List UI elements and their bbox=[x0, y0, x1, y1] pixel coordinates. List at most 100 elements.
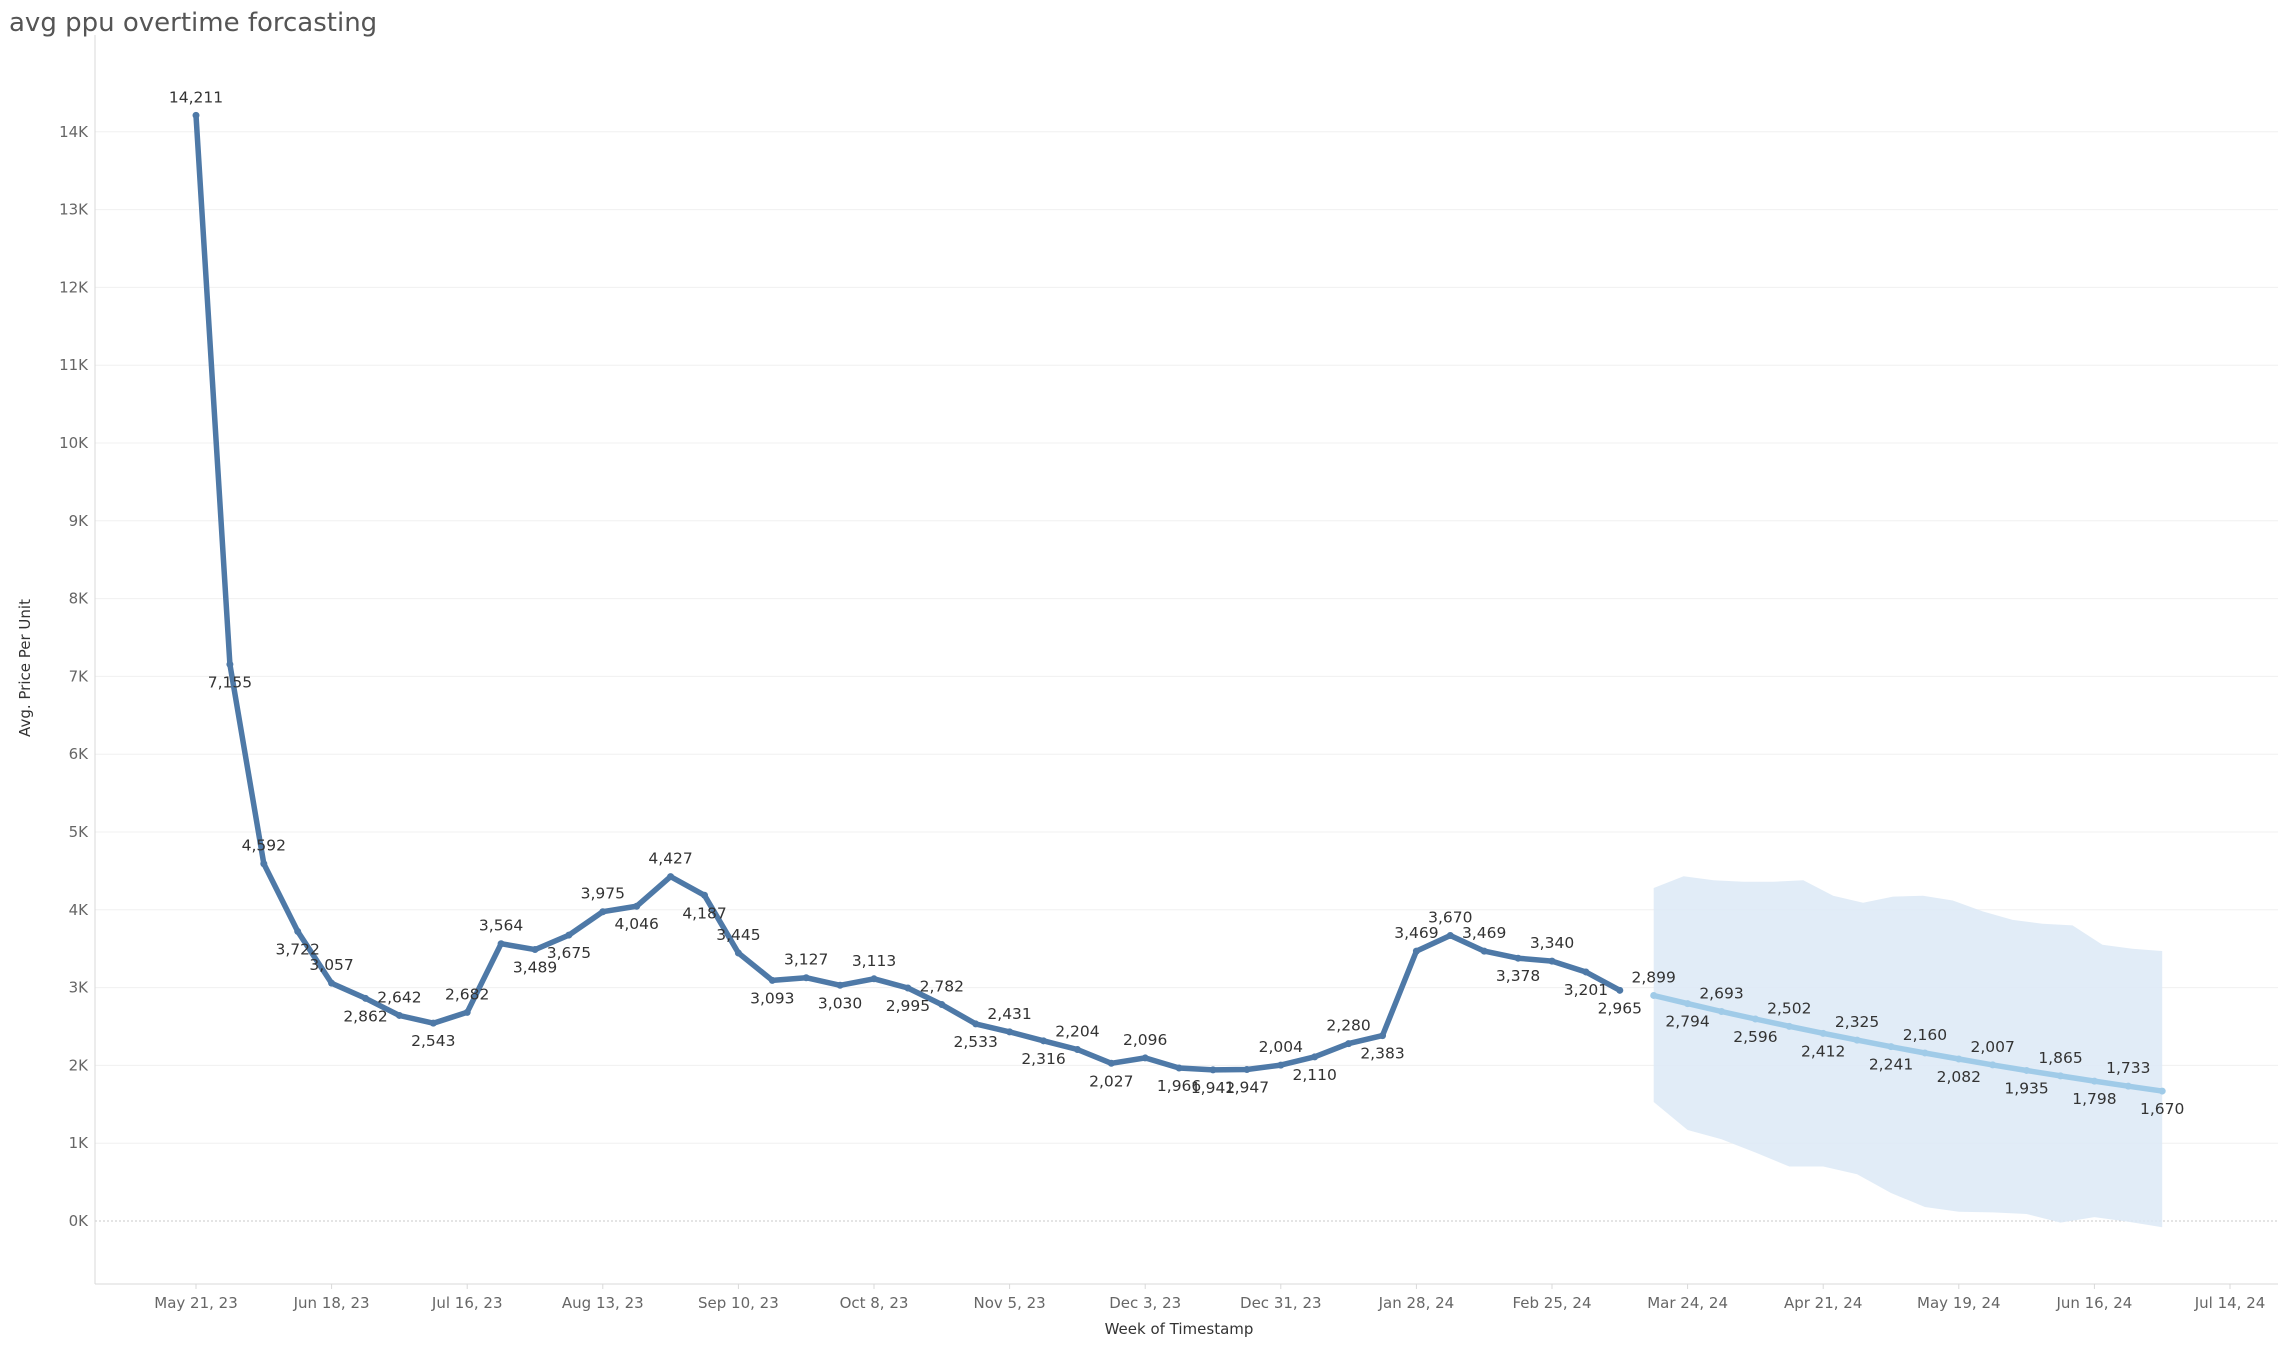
forecast-data-label: 2,412 bbox=[1801, 1042, 1845, 1060]
x-tick-label: Jul 14, 24 bbox=[2194, 1294, 2266, 1312]
actual-data-label: 4,592 bbox=[242, 837, 286, 855]
actual-data-label: 3,201 bbox=[1564, 981, 1608, 999]
y-axis-title: Avg. Price Per Unit bbox=[16, 599, 34, 737]
forecast-data-label: 2,325 bbox=[1835, 1013, 1879, 1031]
actual-data-label: 3,093 bbox=[750, 989, 794, 1007]
actual-data-label: 1,947 bbox=[1225, 1079, 1269, 1097]
forecast-data-label: 2,241 bbox=[1869, 1056, 1913, 1074]
actual-data-label: 3,675 bbox=[547, 944, 591, 962]
y-tick-label: 10K bbox=[59, 434, 89, 452]
actual-data-point bbox=[429, 1019, 437, 1027]
actual-data-label: 4,046 bbox=[615, 915, 659, 933]
x-tick-label: Nov 5, 23 bbox=[973, 1294, 1045, 1312]
actual-data-point bbox=[565, 931, 573, 939]
forecast-data-point bbox=[1819, 1029, 1827, 1037]
actual-data-label: 2,316 bbox=[1021, 1050, 1065, 1068]
chart-title: avg ppu overtime forcasting bbox=[9, 8, 378, 38]
forecast-data-label: 2,160 bbox=[1903, 1026, 1947, 1044]
forecast-data-label: 1,798 bbox=[2072, 1090, 2116, 1108]
actual-data-label: 4,187 bbox=[682, 904, 726, 922]
y-tick-label: 7K bbox=[69, 667, 90, 685]
x-tick-label: May 19, 24 bbox=[1917, 1294, 2001, 1312]
actual-data-label: 2,431 bbox=[987, 1005, 1031, 1023]
x-tick-label: Oct 8, 23 bbox=[840, 1294, 909, 1312]
y-tick-label: 11K bbox=[59, 356, 89, 374]
forecast-data-label: 1,935 bbox=[2004, 1079, 2048, 1097]
forecast-data-point bbox=[1650, 991, 1658, 999]
actual-data-label: 2,995 bbox=[886, 997, 930, 1015]
forecast-data-label: 2,899 bbox=[1632, 968, 1676, 986]
actual-data-point bbox=[599, 908, 607, 916]
actual-data-label: 2,027 bbox=[1089, 1072, 1133, 1090]
forecast-data-label: 2,596 bbox=[1733, 1028, 1777, 1046]
forecast-data-label: 2,082 bbox=[1937, 1068, 1981, 1086]
y-tick-label: 9K bbox=[69, 512, 90, 530]
y-tick-label: 1K bbox=[69, 1134, 90, 1152]
actual-data-point bbox=[1548, 957, 1556, 965]
forecast-data-point bbox=[1785, 1022, 1793, 1030]
x-tick-label: Aug 13, 23 bbox=[562, 1294, 644, 1312]
actual-data-label: 2,862 bbox=[343, 1007, 387, 1025]
x-tick-label: Dec 3, 23 bbox=[1109, 1294, 1181, 1312]
y-tick-label: 3K bbox=[69, 979, 90, 997]
actual-data-label: 2,204 bbox=[1055, 1023, 1099, 1041]
forecast-data-point bbox=[1989, 1061, 1997, 1069]
forecast-data-point bbox=[1718, 1007, 1725, 1015]
actual-data-label: 3,057 bbox=[309, 956, 353, 974]
actual-data-point bbox=[1412, 947, 1420, 955]
forecast-data-label: 2,693 bbox=[1699, 984, 1743, 1002]
y-tick-label: 2K bbox=[69, 1056, 90, 1074]
actual-data-point bbox=[1514, 954, 1522, 962]
forecast-data-point bbox=[1751, 1015, 1759, 1023]
actual-data-label: 1,942 bbox=[1191, 1079, 1235, 1097]
actual-data-point bbox=[192, 111, 200, 119]
actual-data-point bbox=[1277, 1061, 1285, 1069]
actual-data-point bbox=[1616, 986, 1624, 994]
forecast-data-label: 1,670 bbox=[2140, 1100, 2184, 1118]
actual-data-point bbox=[395, 1011, 403, 1019]
actual-data-point bbox=[1243, 1066, 1251, 1074]
forecast-data-point bbox=[2124, 1082, 2132, 1090]
y-tick-label: 0K bbox=[69, 1212, 90, 1230]
y-tick-label: 8K bbox=[69, 590, 90, 608]
actual-data-point bbox=[260, 860, 268, 868]
actual-data-point bbox=[1040, 1037, 1047, 1045]
actual-data-point bbox=[1209, 1066, 1217, 1074]
actual-data-point bbox=[1345, 1040, 1353, 1048]
x-tick-label: Jun 18, 23 bbox=[293, 1294, 370, 1312]
actual-data-label: 2,782 bbox=[920, 978, 964, 996]
actual-data-point bbox=[734, 949, 742, 957]
forecast-data-point bbox=[1955, 1055, 1963, 1063]
actual-data-label: 3,975 bbox=[581, 885, 625, 903]
actual-data-label: 4,427 bbox=[648, 850, 692, 868]
actual-data-point bbox=[531, 946, 539, 954]
actual-data-label: 3,469 bbox=[1394, 924, 1438, 942]
actual-data-point bbox=[802, 974, 810, 982]
forecast-series-line bbox=[1650, 992, 2165, 1094]
actual-data-point bbox=[328, 979, 336, 987]
x-tick-label: Sep 10, 23 bbox=[698, 1294, 779, 1312]
actual-data-point bbox=[1582, 968, 1590, 976]
x-tick-label: Dec 31, 23 bbox=[1240, 1294, 1322, 1312]
actual-data-label: 2,280 bbox=[1326, 1017, 1370, 1035]
y-tick-label: 14K bbox=[59, 123, 89, 141]
actual-data-label: 2,383 bbox=[1360, 1045, 1404, 1063]
actual-data-point bbox=[1073, 1046, 1081, 1054]
actual-data-point bbox=[1141, 1054, 1149, 1062]
actual-data-label: 3,378 bbox=[1496, 967, 1540, 985]
forecast-data-point bbox=[2057, 1072, 2064, 1080]
x-tick-label: Mar 24, 24 bbox=[1647, 1294, 1728, 1312]
actual-data-label: 3,445 bbox=[716, 926, 760, 944]
y-tick-label: 4K bbox=[69, 901, 90, 919]
actual-data-point bbox=[667, 873, 675, 881]
actual-data-label: 3,469 bbox=[1462, 924, 1506, 942]
forecast-data-point bbox=[1921, 1049, 1929, 1057]
actual-data-label: 2,642 bbox=[377, 988, 421, 1006]
actual-data-point bbox=[1480, 947, 1488, 955]
actual-data-point bbox=[633, 902, 641, 910]
actual-data-label: 3,564 bbox=[479, 917, 523, 935]
x-tick-label: Jun 16, 24 bbox=[2055, 1294, 2132, 1312]
actual-data-label: 2,682 bbox=[445, 985, 489, 1003]
forecast-data-label: 1,733 bbox=[2106, 1059, 2150, 1077]
